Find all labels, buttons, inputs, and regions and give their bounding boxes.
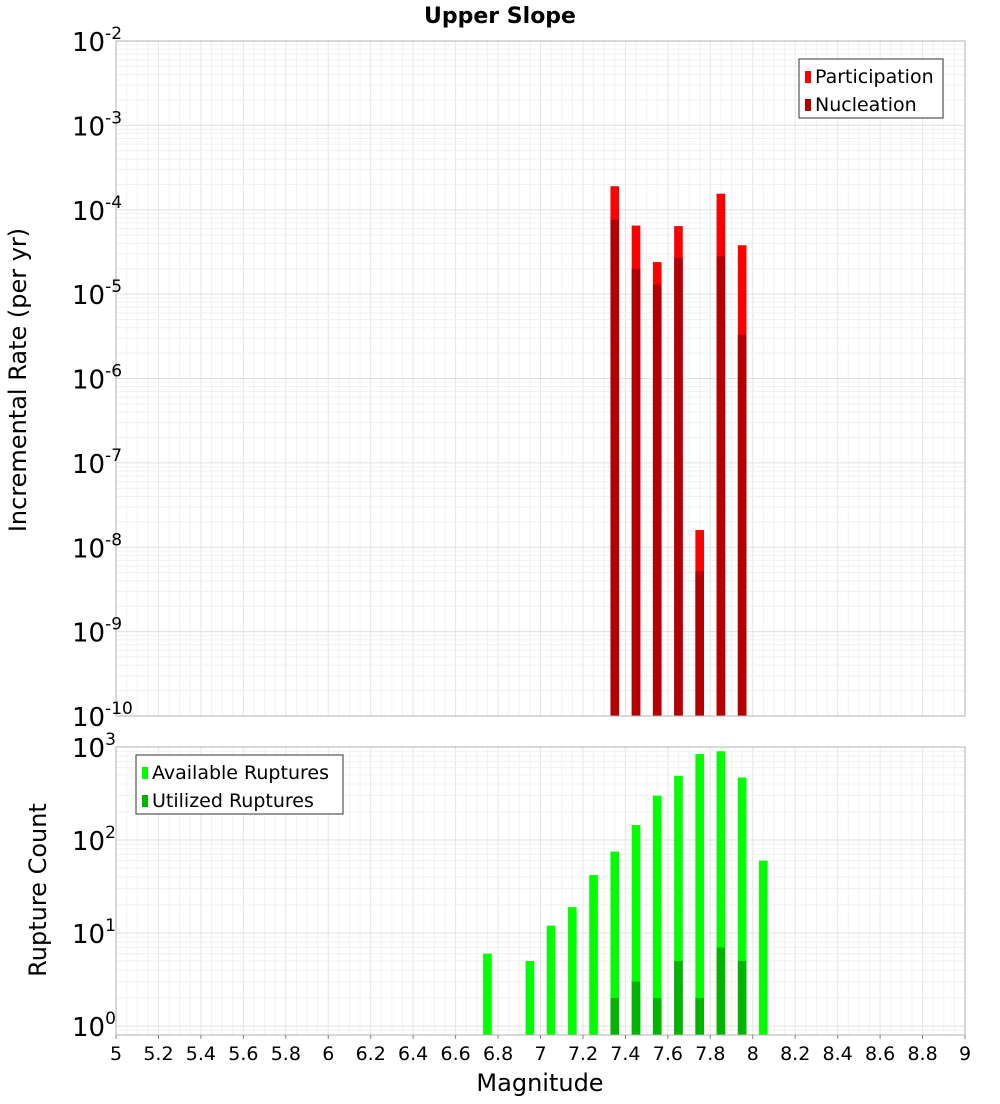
nucleation-bar: [695, 571, 704, 716]
chart-layer: 10-10 10-9 10-8 10-7 10-6 10-5 10-4 10-3 10-2 100…: [72, 24, 971, 1065]
nucleation-bar: [652, 284, 662, 716]
y-tick-label: 10-2: [72, 24, 122, 58]
available-ruptures-bar: [546, 925, 556, 1035]
x-tick-label: 7.2: [568, 1043, 598, 1065]
legend-box: [798, 58, 944, 119]
grid: [115, 40, 966, 717]
x-tick-label: 7.8: [695, 1043, 725, 1065]
available-ruptures-bar: [631, 824, 641, 1035]
x-tick-label: 8.6: [865, 1043, 895, 1065]
x-tick-label: 5: [110, 1043, 122, 1065]
legend-swatch: [805, 99, 811, 111]
y-tick-label: 101: [72, 916, 116, 950]
nucleation-bar: [716, 256, 726, 716]
available-ruptures-bar: [695, 754, 704, 1035]
nucleation-bar: [737, 334, 747, 716]
top-legend: Participation Nucleation: [798, 58, 944, 119]
bottom-y-axis-label: Rupture Count: [24, 803, 52, 977]
nucleation-bar: [631, 268, 641, 716]
y-tick-label: 10-6: [72, 362, 122, 396]
available-ruptures-bar: [716, 751, 726, 1035]
y-tick-label: 10-10: [72, 699, 133, 733]
x-tick-label: 7.6: [653, 1043, 683, 1065]
legend-swatch: [142, 767, 148, 779]
y-tick-label: 102: [72, 823, 116, 857]
chart-title: Upper Slope: [424, 4, 576, 29]
x-tick-label: 6.8: [483, 1043, 513, 1065]
x-tick-label: 5.8: [271, 1043, 301, 1065]
top-plot-frame: [115, 40, 966, 717]
y-tick-label: 103: [72, 730, 116, 764]
legend-label: Available Ruptures: [152, 762, 329, 784]
available-ruptures-bar: [568, 907, 577, 1035]
utilized-ruptures-bar: [674, 960, 683, 1035]
x-tick-label: 8.4: [823, 1043, 853, 1065]
available-ruptures-bar: [674, 775, 683, 1035]
nucleation-bar: [674, 257, 683, 716]
available-ruptures-bar: [737, 777, 747, 1035]
x-tick-label: 9: [959, 1043, 971, 1065]
available-ruptures-bar: [525, 960, 535, 1035]
x-tick-label: 7: [534, 1043, 546, 1065]
utilized-ruptures-bar: [652, 997, 662, 1035]
utilized-ruptures-bar: [610, 997, 620, 1035]
x-axis-label: Magnitude: [476, 1069, 603, 1097]
x-tick-label: 8.8: [907, 1043, 937, 1065]
available-ruptures-bar: [483, 953, 492, 1035]
legend-swatch: [805, 71, 811, 83]
legend-label: Participation: [815, 66, 934, 88]
bottom-legend: Available Ruptures Utilized Ruptures: [135, 754, 344, 815]
legend-swatch: [142, 795, 148, 807]
x-tick-label: 5.2: [143, 1043, 173, 1065]
legend-label: Utilized Ruptures: [152, 790, 314, 812]
available-ruptures-bar: [589, 875, 598, 1035]
y-tick-label: 10-9: [72, 615, 122, 649]
y-tick-label: 10-3: [72, 108, 122, 142]
x-tick-label: 5.4: [186, 1043, 216, 1065]
nucleation-bar: [610, 219, 620, 717]
x-tick-label: 6.4: [398, 1043, 428, 1065]
available-ruptures-bar: [759, 860, 768, 1035]
x-tick-label: 6: [322, 1043, 334, 1065]
utilized-ruptures-bar: [631, 981, 641, 1035]
y-tick-label: 10-4: [72, 193, 122, 227]
x-tick-label: 5.6: [228, 1043, 258, 1065]
top-y-axis-label: Incremental Rate (per yr): [4, 228, 32, 532]
x-tick-label: 8: [747, 1043, 759, 1065]
y-tick-label: 10-5: [72, 277, 122, 311]
y-tick-label: 10-8: [72, 530, 122, 564]
x-tick-label: 8.2: [780, 1043, 810, 1065]
utilized-ruptures-bar: [716, 947, 726, 1035]
y-tick-label: 10-7: [72, 446, 122, 480]
x-tick-label: 6.2: [356, 1043, 386, 1065]
x-tick-label: 7.4: [610, 1043, 640, 1065]
x-tick-label: 6.6: [440, 1043, 470, 1065]
legend-label: Nucleation: [815, 94, 917, 116]
available-ruptures-bar: [652, 795, 662, 1035]
available-ruptures-bar: [610, 851, 620, 1035]
legend-box: [135, 754, 344, 815]
utilized-ruptures-bar: [737, 960, 747, 1035]
grid: [115, 746, 966, 1036]
utilized-ruptures-bar: [695, 997, 704, 1035]
y-tick-label: 100: [72, 1009, 116, 1043]
